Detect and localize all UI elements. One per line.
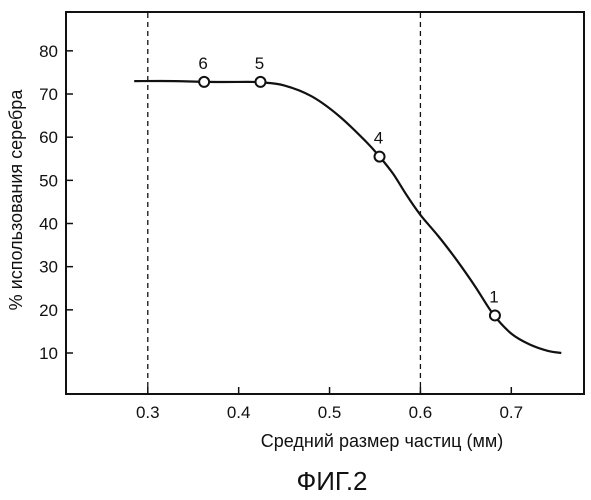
data-point-1 [490,310,500,320]
y-tick-label: 80 [39,42,58,61]
x-axis-ticks: 0.3 0.4 0.5 0.6 0.7 [136,387,523,422]
y-tick-label: 60 [39,128,58,147]
plot-frame [66,12,584,394]
reference-lines [148,13,421,393]
y-axis-ticks: 10 20 30 40 50 60 70 80 [39,42,73,363]
x-axis-label: Средний размер частиц (мм) [261,431,503,451]
x-tick-label: 0.3 [136,403,160,422]
y-tick-label: 70 [39,85,58,104]
y-tick-label: 50 [39,171,58,190]
x-tick-label: 0.5 [318,403,342,422]
x-tick-label: 0.4 [227,403,251,422]
data-points: 6 5 4 1 [198,54,500,321]
data-point-label-6: 6 [198,54,207,73]
y-axis-label: % использования серебра [6,89,26,311]
figure-caption: ФИГ.2 [296,466,367,496]
data-point-6 [199,77,209,87]
data-point-4 [375,152,385,162]
y-tick-label: 10 [39,344,58,363]
x-tick-label: 0.6 [409,403,433,422]
data-point-label-1: 1 [489,287,498,306]
data-point-label-5: 5 [255,54,264,73]
data-point-label-4: 4 [374,129,383,148]
y-tick-label: 30 [39,258,58,277]
y-tick-label: 40 [39,215,58,234]
data-point-5 [255,77,265,87]
y-tick-label: 20 [39,301,58,320]
x-tick-label: 0.7 [499,403,523,422]
